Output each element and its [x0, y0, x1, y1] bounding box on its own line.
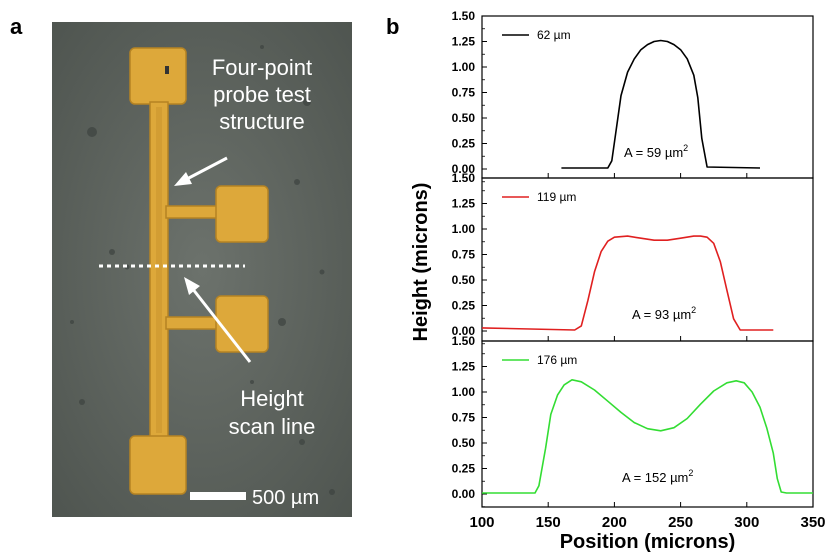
y-tick-label: 0.00	[452, 487, 476, 501]
micrograph-speckles	[70, 45, 335, 495]
x-tick-label: 150	[536, 514, 561, 531]
scale-bar	[190, 492, 246, 500]
gold-structure	[129, 47, 269, 495]
x-tick-label: 300	[734, 514, 759, 531]
y-tick-label: 1.25	[452, 360, 476, 374]
x-tick-label: 100	[469, 514, 494, 531]
y-tick-label: 1.50	[452, 9, 476, 23]
panel-frame	[481, 340, 814, 508]
y-tick-label: 1.25	[452, 35, 476, 49]
y-tick-label: 1.25	[452, 197, 476, 211]
profile-curve	[481, 235, 774, 331]
y-tick-label: 0.75	[452, 411, 476, 425]
profile-curve	[482, 379, 813, 494]
scale-bar-label: 500 µm	[252, 487, 319, 509]
label-scan-line1: Height	[240, 386, 304, 411]
x-axis-label: Position (microns)	[560, 531, 736, 553]
y-tick-label: 0.50	[452, 111, 476, 125]
micrograph: Four-point probe test structure Height s…	[52, 22, 352, 517]
y-tick-label: 0.00	[452, 324, 476, 338]
upper-arm	[165, 205, 219, 219]
y-tick-label: 0.75	[452, 86, 476, 100]
area-annotation: A = 59 µm2	[624, 143, 688, 160]
label-structure-line2: probe test	[213, 82, 311, 107]
bottom-pad	[129, 435, 187, 495]
legend-label: 119 µm	[537, 190, 576, 204]
profile-panel-1: 0.00 0.25 0.50 0.75 1.00 1.25 1.50 62 µm A = 59 …	[452, 9, 814, 183]
y-tick-label: 0.00	[452, 162, 476, 176]
legend-label: 62 µm	[537, 28, 571, 42]
y-tick-label: 0.25	[452, 137, 476, 151]
micrograph-background	[52, 22, 352, 517]
top-pad	[129, 47, 187, 105]
y-tick-label: 0.50	[452, 436, 476, 450]
profile-panel-3: 0.00 0.25 0.50 0.75 1.00 1.25 1.50 176 µm A = 15…	[452, 334, 814, 508]
y-tick-label: 0.50	[452, 273, 476, 287]
top-pad-defect	[165, 66, 169, 74]
label-structure-line1: Four-point	[212, 55, 312, 80]
y-tick-label: 1.00	[452, 385, 476, 399]
strip-shade	[156, 107, 162, 433]
upper-side-pad	[215, 185, 269, 243]
profile-panel-2: 0.00 0.25 0.50 0.75 1.00 1.25 1.50 119 µm A = 93…	[452, 171, 814, 345]
lower-arm	[165, 316, 219, 330]
scan-arrow	[184, 277, 252, 363]
x-tick-label: 200	[602, 514, 627, 531]
y-tick-label: 0.75	[452, 248, 476, 262]
y-axis-label: Height (microns)	[410, 183, 432, 342]
area-annotation: A = 152 µm2	[622, 468, 693, 485]
height-profile-chart: 0.00 0.25 0.50 0.75 1.00 1.25 1.50 62 µm A = 59 …	[410, 9, 826, 553]
area-annotation: A = 93 µm2	[632, 305, 696, 322]
y-tick-label: 1.00	[452, 222, 476, 236]
structure-arrow	[174, 156, 228, 186]
legend-label: 176 µm	[537, 353, 577, 367]
y-tick-label: 0.25	[452, 462, 476, 476]
label-scan-line2: scan line	[229, 414, 316, 439]
profile-curve	[561, 39, 761, 169]
label-structure-line3: structure	[219, 109, 305, 134]
y-tick-label: 1.00	[452, 60, 476, 74]
y-tick-label: 0.25	[452, 299, 476, 313]
panel-b-label: b	[386, 14, 400, 39]
x-tick-label: 350	[800, 514, 825, 531]
panel-a-label: a	[10, 14, 23, 39]
lower-side-pad	[215, 295, 269, 353]
y-tick-label: 1.50	[452, 171, 476, 185]
y-tick-label: 1.50	[452, 334, 476, 348]
x-tick-label: 250	[668, 514, 693, 531]
